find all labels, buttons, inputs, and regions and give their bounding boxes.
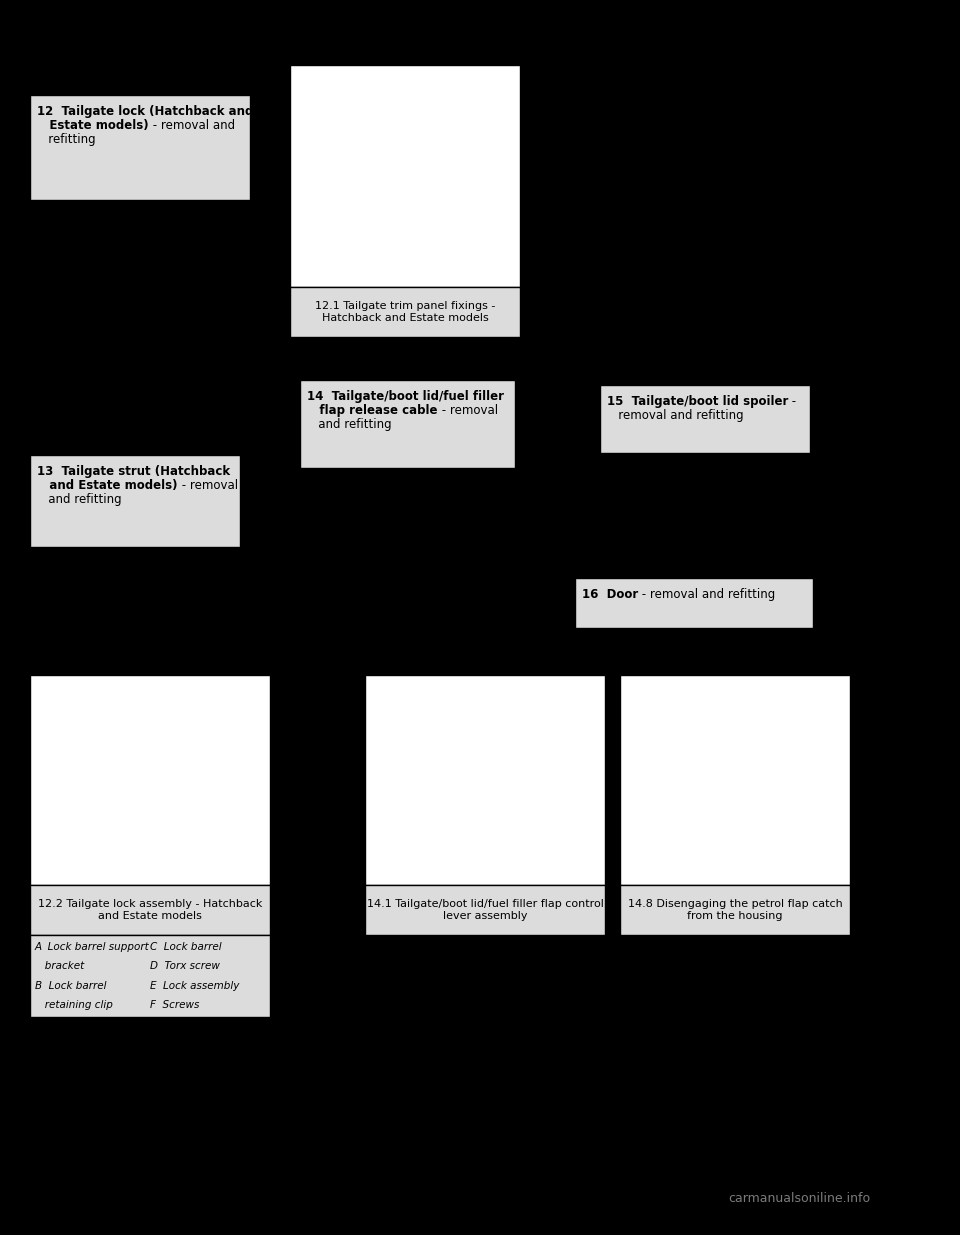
Text: F  Screws: F Screws [150, 999, 200, 1009]
Bar [575, 578, 813, 629]
Text: 14.8 Disengaging the petrol flap catch
from the housing: 14.8 Disengaging the petrol flap catch f… [628, 899, 842, 921]
Bar [300, 380, 515, 468]
Text: 12.1 Tailgate trim panel fixings -
Hatchback and Estate models: 12.1 Tailgate trim panel fixings - Hatch… [315, 301, 495, 322]
Text: carmanualsoniline.info: carmanualsoniline.info [728, 1192, 870, 1205]
Bar [620, 676, 850, 885]
Text: - removal and refitting: - removal and refitting [638, 588, 776, 601]
Text: - removal: - removal [178, 479, 238, 492]
Text: retaining clip: retaining clip [35, 999, 135, 1009]
Bar [30, 885, 270, 935]
Bar [30, 454, 240, 547]
Bar [290, 65, 520, 287]
Text: and refitting: and refitting [307, 417, 392, 431]
Bar [30, 935, 270, 1016]
Text: 14.1 Tailgate/boot lid/fuel filler flap control
lever assembly: 14.1 Tailgate/boot lid/fuel filler flap … [367, 899, 604, 921]
Text: - removal: - removal [438, 404, 497, 417]
Bar [600, 385, 810, 453]
Text: 13  Tailgate strut (Hatchback: 13 Tailgate strut (Hatchback [37, 466, 230, 478]
Text: B  Lock barrel: B Lock barrel [35, 981, 139, 990]
Text: bracket: bracket [35, 962, 130, 972]
Text: and Estate models): and Estate models) [37, 479, 178, 492]
Text: A  Lock barrel support: A Lock barrel support [35, 942, 156, 952]
Text: D  Torx screw: D Torx screw [150, 962, 220, 972]
Text: - removal and: - removal and [149, 119, 235, 132]
Bar [30, 676, 270, 885]
Bar [365, 885, 605, 935]
Text: 12.2 Tailgate lock assembly - Hatchback
and Estate models: 12.2 Tailgate lock assembly - Hatchback … [37, 899, 262, 921]
Text: C  Lock barrel: C Lock barrel [150, 942, 222, 952]
Text: E  Lock assembly: E Lock assembly [150, 981, 240, 990]
Text: refitting: refitting [37, 133, 96, 146]
Bar [620, 885, 850, 935]
Text: 15  Tailgate/boot lid spoiler: 15 Tailgate/boot lid spoiler [607, 395, 788, 408]
Text: flap release cable: flap release cable [307, 404, 438, 417]
Bar [290, 287, 520, 337]
Text: removal and refitting: removal and refitting [607, 409, 744, 422]
Bar [365, 676, 605, 885]
Text: 14  Tailgate/boot lid/fuel filler: 14 Tailgate/boot lid/fuel filler [307, 390, 504, 403]
Text: and refitting: and refitting [37, 493, 122, 506]
Bar [30, 95, 250, 200]
Text: 12  Tailgate lock (Hatchback and: 12 Tailgate lock (Hatchback and [37, 105, 253, 119]
Text: Estate models): Estate models) [37, 119, 149, 132]
Text: -: - [788, 395, 797, 408]
Text: 16  Door: 16 Door [582, 588, 638, 601]
